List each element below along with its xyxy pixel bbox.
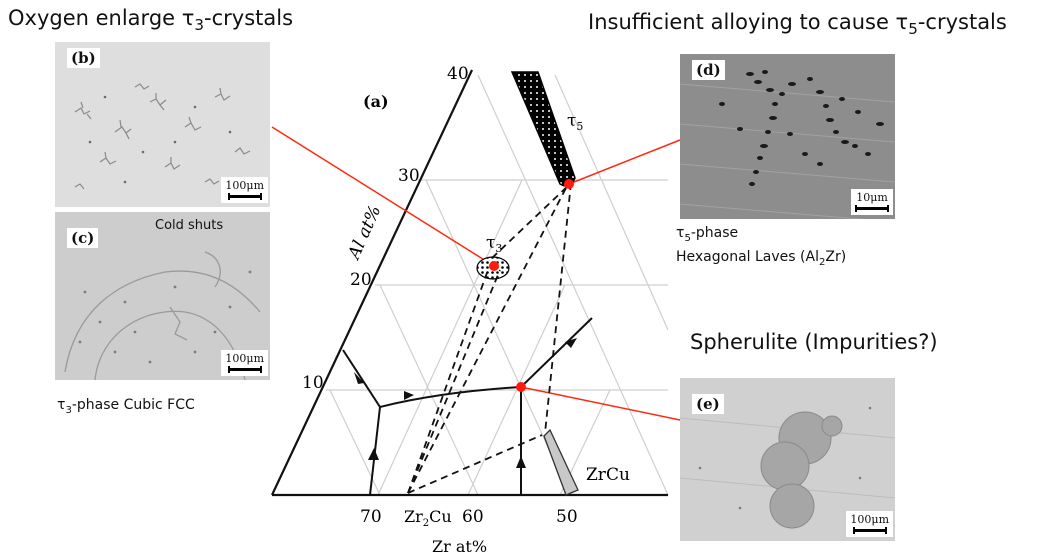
- tau3-sub: 3: [495, 242, 502, 255]
- marker-ternary-point: [516, 382, 526, 392]
- al-tick-10: 10: [302, 373, 324, 393]
- micrograph-e-label: (e): [692, 394, 724, 414]
- micrograph-e-scale-line: [852, 527, 887, 534]
- caption-tau3-sub: 3: [65, 404, 72, 416]
- tie-lines: [407, 182, 572, 494]
- zr2cu-suffix: Cu: [429, 507, 452, 526]
- micrograph-b-scale-line: [227, 193, 262, 200]
- zr2cu-sub: 2: [423, 518, 429, 529]
- marker-tau3: [489, 261, 499, 271]
- cold-shuts-label: Cold shuts: [155, 218, 224, 233]
- diagram-panel-label: (a): [363, 92, 389, 111]
- micrograph-d: (d) 10μm: [680, 54, 895, 219]
- tau5-symbol: τ: [567, 111, 576, 131]
- caption-tau5-prefix: τ: [676, 225, 685, 241]
- caption-tau5-line1: τ5-phase: [676, 224, 846, 248]
- caption-tau5-suffix: -phase: [690, 225, 739, 241]
- heading-insufficient-suffix: -crystals: [917, 10, 1007, 34]
- micrograph-c: (c) Cold shuts 100μm: [55, 212, 270, 380]
- al-tick-30: 30: [398, 166, 420, 186]
- tau5-label: τ5: [567, 111, 583, 133]
- tau5-sub: 5: [576, 120, 583, 133]
- heading-insufficient-prefix: Insufficient alloying to cause τ: [588, 10, 909, 34]
- zr-axis-label: Zr at%: [432, 537, 487, 555]
- tau3-label: τ3: [486, 233, 502, 255]
- micrograph-d-label: (d): [692, 60, 725, 80]
- al-tick-40: 40: [447, 64, 469, 84]
- micrograph-c-scale-text: 100μm: [225, 352, 264, 365]
- heading-oxygen-sub: 3: [194, 16, 205, 35]
- zr-tick-50: 50: [556, 507, 578, 527]
- micrograph-e-scalebar: 100μm: [846, 511, 893, 537]
- micrograph-d-scalebar: 10μm: [851, 189, 893, 215]
- micrograph-e: (e) 100μm: [680, 378, 895, 541]
- heading-spherulite: Spherulite (Impurities?): [690, 330, 938, 354]
- micrograph-d-scale-line: [855, 205, 889, 212]
- micrograph-b-scalebar: 100μm: [221, 177, 268, 203]
- al-tick-20: 20: [350, 270, 372, 290]
- direction-arrows: [354, 338, 577, 468]
- connector-e-to-point: [520, 386, 681, 421]
- micrograph-c-scalebar: 100μm: [221, 350, 268, 376]
- zr-tick-60: 60: [462, 507, 484, 527]
- zr2cu-label: Zr2Cu: [404, 507, 452, 529]
- caption-tau5-sub: 5: [684, 232, 691, 244]
- heading-insufficient-alloying: Insufficient alloying to cause τ5-crysta…: [588, 10, 1007, 38]
- micrograph-d-scale-text: 10μm: [856, 191, 888, 204]
- micrograph-c-label: (c): [67, 228, 99, 248]
- zrcu-region: [543, 428, 579, 496]
- caption-tau5-line2: Hexagonal Laves (Al2Zr): [676, 248, 846, 272]
- caption-tau3-suffix: -phase Cubic FCC: [71, 397, 195, 413]
- micrograph-b: (b) 100μm: [55, 42, 270, 207]
- al-axis-label: Al at%: [343, 203, 385, 264]
- marker-tau5: [564, 179, 574, 189]
- zr-tick-70: 70: [360, 507, 382, 527]
- zr2cu-prefix: Zr: [404, 507, 423, 526]
- caption-laves-suffix: Zr): [825, 248, 847, 265]
- micrograph-b-label: (b): [67, 48, 100, 68]
- zrcu-label: ZrCu: [586, 465, 630, 485]
- caption-tau5-phase: τ5-phase Hexagonal Laves (Al2Zr): [676, 224, 846, 272]
- heading-oxygen-prefix: Oxygen enlarge τ: [8, 6, 195, 30]
- liquidus-lines: [342, 317, 593, 496]
- caption-tau3-phase: τ3-phase Cubic FCC: [57, 396, 195, 420]
- connector-d-to-tau5: [568, 139, 681, 185]
- heading-oxygen-tau3: Oxygen enlarge τ3-crystals: [8, 6, 293, 34]
- triangle-axes: [271, 69, 668, 497]
- micrograph-e-scale-text: 100μm: [850, 513, 889, 526]
- heading-insufficient-sub: 5: [908, 20, 918, 39]
- caption-tau3-prefix: τ: [57, 397, 66, 413]
- callout-connectors: [271, 126, 681, 421]
- highlight-markers: [489, 179, 574, 392]
- tau5-region: [510, 71, 576, 187]
- micrograph-c-scale-line: [227, 366, 262, 373]
- connector-b-to-tau3: [271, 126, 495, 267]
- caption-laves-prefix: Hexagonal Laves (Al: [676, 248, 819, 265]
- heading-oxygen-suffix: -crystals: [204, 6, 294, 30]
- micrograph-b-scale-text: 100μm: [225, 179, 264, 192]
- grid-lines: [326, 74, 669, 496]
- tau3-symbol: τ: [486, 233, 495, 253]
- caption-laves-sub: 2: [818, 256, 826, 268]
